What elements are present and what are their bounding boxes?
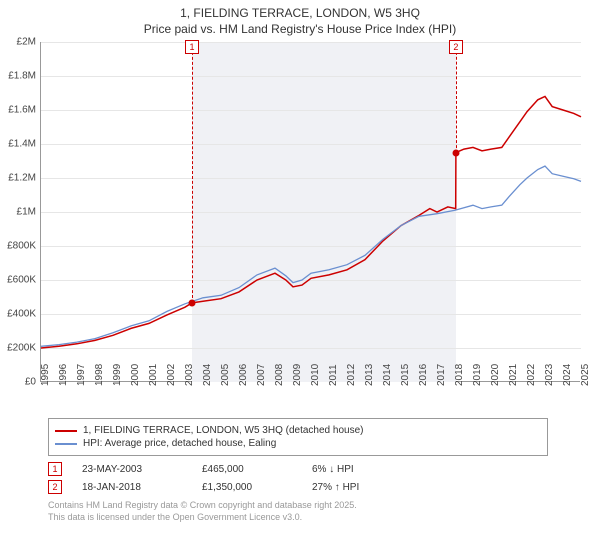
y-tick-label: £1.6M	[0, 105, 36, 116]
sale-price: £465,000	[202, 464, 292, 475]
y-tick-label: £1.8M	[0, 71, 36, 82]
marker-dot-2	[452, 149, 459, 156]
title-block: 1, FIELDING TERRACE, LONDON, W5 3HQ Pric…	[0, 0, 600, 38]
title-subtitle: Price paid vs. HM Land Registry's House …	[0, 22, 600, 36]
legend-item-price-paid: 1, FIELDING TERRACE, LONDON, W5 3HQ (det…	[55, 425, 541, 436]
series-price_paid	[41, 96, 581, 348]
sale-row-2: 2 18-JAN-2018 £1,350,000 27% ↑ HPI	[48, 480, 600, 494]
legend-swatch-hpi	[55, 443, 77, 445]
y-tick-label: £400K	[0, 309, 36, 320]
y-tick-label: £200K	[0, 343, 36, 354]
marker-line-1	[192, 42, 193, 303]
sale-marker-1: 1	[48, 462, 62, 476]
y-tick-label: £1.4M	[0, 139, 36, 150]
legend-item-hpi: HPI: Average price, detached house, Eali…	[55, 438, 541, 449]
sale-delta: 6% ↓ HPI	[312, 464, 354, 475]
footer-line2: This data is licensed under the Open Gov…	[48, 512, 600, 524]
y-tick-label: £1.2M	[0, 173, 36, 184]
sale-row-1: 1 23-MAY-2003 £465,000 6% ↓ HPI	[48, 462, 600, 476]
sale-date: 23-MAY-2003	[82, 464, 182, 475]
marker-line-2	[456, 42, 457, 153]
sale-price: £1,350,000	[202, 482, 292, 493]
marker-box-1: 1	[185, 40, 199, 54]
y-tick-label: £600K	[0, 275, 36, 286]
plot-background: 12	[40, 42, 580, 382]
y-tick-label: £2M	[0, 37, 36, 48]
legend-swatch-price-paid	[55, 430, 77, 432]
sale-date: 18-JAN-2018	[82, 482, 182, 493]
y-tick-label: £0	[0, 377, 36, 388]
marker-dot-1	[189, 299, 196, 306]
legend: 1, FIELDING TERRACE, LONDON, W5 3HQ (det…	[48, 418, 548, 456]
x-tick-label: 2025	[580, 364, 600, 386]
sale-delta: 27% ↑ HPI	[312, 482, 359, 493]
title-address: 1, FIELDING TERRACE, LONDON, W5 3HQ	[0, 6, 600, 20]
series-hpi	[41, 166, 581, 346]
chart-area: 12 £0£200K£400K£600K£800K£1M£1.2M£1.4M£1…	[40, 42, 600, 412]
chart-container: 1, FIELDING TERRACE, LONDON, W5 3HQ Pric…	[0, 0, 600, 560]
footer-line1: Contains HM Land Registry data © Crown c…	[48, 500, 600, 512]
y-tick-label: £800K	[0, 241, 36, 252]
y-tick-label: £1M	[0, 207, 36, 218]
sales-table: 1 23-MAY-2003 £465,000 6% ↓ HPI 2 18-JAN-2018…	[48, 462, 600, 494]
legend-label-price-paid: 1, FIELDING TERRACE, LONDON, W5 3HQ (det…	[83, 425, 363, 436]
line-chart-svg	[41, 42, 581, 382]
marker-box-2: 2	[449, 40, 463, 54]
sale-marker-2: 2	[48, 480, 62, 494]
footer-attribution: Contains HM Land Registry data © Crown c…	[48, 500, 600, 523]
legend-label-hpi: HPI: Average price, detached house, Eali…	[83, 438, 276, 449]
